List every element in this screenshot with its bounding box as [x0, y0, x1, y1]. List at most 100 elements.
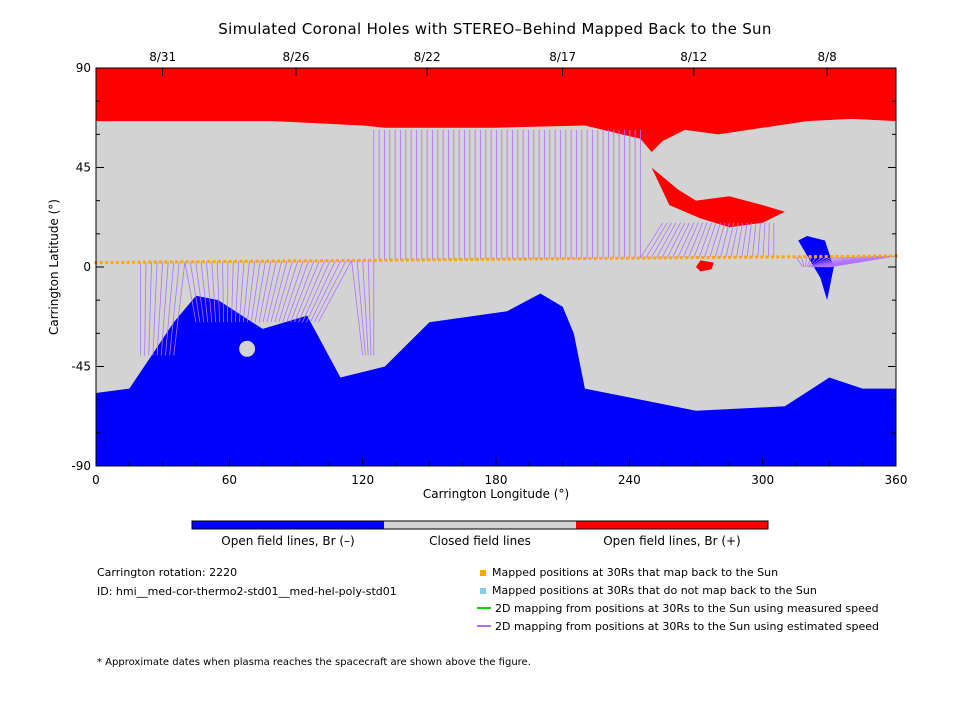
- chart-title: Simulated Coronal Holes with STEREO–Behi…: [218, 20, 772, 38]
- mapping-line: [238, 261, 245, 323]
- mapped-position-point: [668, 256, 672, 260]
- mapped-position-point: [362, 258, 366, 262]
- mapped-position-point: [744, 255, 748, 259]
- mapped-position-point: [631, 256, 635, 260]
- mapped-position-point: [217, 260, 221, 264]
- mapped-position-point: [234, 259, 238, 263]
- mapped-position-point: [819, 255, 823, 259]
- mapping-line: [800, 256, 805, 268]
- y-tick-label: 90: [76, 61, 91, 75]
- mapped-position-point: [835, 254, 839, 258]
- mapping-line: [313, 260, 347, 323]
- mapped-position-point: [545, 257, 549, 261]
- mapped-position-point: [314, 259, 318, 263]
- mapping-line: [235, 261, 240, 323]
- mapped-position-point: [115, 260, 119, 264]
- mapping-line: [704, 222, 717, 258]
- mapped-position-point: [475, 257, 479, 261]
- top-date-label: 8/8: [817, 50, 836, 64]
- mapping-line: [246, 261, 256, 323]
- legend-label: 2D mapping from positions at 30Rs to the…: [495, 620, 880, 633]
- mapping-line: [768, 222, 770, 258]
- mapping-line: [258, 261, 272, 323]
- mapping-line: [816, 255, 849, 268]
- mapped-position-point: [325, 259, 329, 263]
- mapping-line: [640, 222, 664, 259]
- mapped-position-point: [497, 257, 501, 261]
- mapped-position-point: [346, 258, 350, 262]
- mapped-position-point: [781, 255, 785, 259]
- mapped-position-point: [341, 259, 345, 263]
- colorbar-label-positive: Open field lines, Br (+): [603, 534, 741, 548]
- mapped-position-point: [679, 256, 683, 260]
- mapped-position-point: [250, 259, 254, 263]
- mapped-position-point: [126, 260, 130, 264]
- mapping-line: [757, 222, 761, 258]
- x-axis-label: Carrington Longitude (°): [423, 487, 569, 501]
- legend-item-mapped: Mapped positions at 30Rs that map back t…: [477, 566, 778, 580]
- mapped-positions: [94, 254, 898, 265]
- mapped-position-point: [846, 254, 850, 258]
- x-tick-label: 300: [751, 473, 774, 487]
- mapped-position-point: [207, 260, 211, 264]
- mapped-position-point: [470, 257, 474, 261]
- mapped-position-point: [137, 260, 141, 264]
- mapping-line: [746, 222, 752, 258]
- mapped-position-point: [175, 260, 179, 264]
- mapped-position-point: [824, 255, 828, 259]
- mapping-line: [189, 261, 201, 323]
- mapped-position-point: [427, 258, 431, 262]
- y-axis-label: Carrington Latitude (°): [47, 199, 61, 335]
- mapping-line: [306, 260, 336, 323]
- mapping-line: [819, 255, 860, 268]
- legend-item-estimated: 2D mapping from positions at 30Rs to the…: [477, 620, 879, 634]
- model-id: ID: hmi__med-cor-thermo2-std01__med-hel-…: [97, 585, 397, 598]
- mapped-position-point: [550, 257, 554, 261]
- mapped-position-point: [873, 254, 877, 258]
- mapped-position-point: [760, 255, 764, 259]
- mapping-line: [682, 222, 699, 258]
- mapping-line: [725, 222, 735, 258]
- mapped-position-point: [615, 256, 619, 260]
- mapped-position-point: [862, 254, 866, 258]
- mapped-position-point: [593, 256, 597, 260]
- mapping-line: [741, 222, 748, 258]
- mapping-line: [144, 262, 147, 356]
- mapped-position-point: [432, 258, 436, 262]
- mapping-line: [317, 260, 352, 323]
- legend-label: 2D mapping from positions at 30Rs to the…: [495, 602, 879, 615]
- mapped-position-point: [524, 257, 528, 261]
- colorbar-segment: [192, 521, 384, 529]
- mapping-line: [677, 222, 695, 258]
- mapped-position-point: [529, 257, 533, 261]
- mapped-position-point: [121, 260, 125, 264]
- mapping-line: [806, 256, 813, 268]
- mapped-position-point: [695, 256, 699, 260]
- mapped-position-point: [808, 255, 812, 259]
- mapping-line: [286, 260, 309, 323]
- mapping-line: [762, 222, 766, 258]
- mapped-position-point: [647, 256, 651, 260]
- mapped-position-point: [169, 260, 173, 264]
- colorbar-label-negative: Open field lines, Br (–): [221, 534, 355, 548]
- top-date-label: 8/31: [149, 50, 176, 64]
- mapped-position-point: [620, 256, 624, 260]
- mapping-line: [211, 261, 217, 323]
- mapping-line: [698, 222, 712, 258]
- legend-line-green: [477, 607, 491, 609]
- mapping-line: [367, 260, 372, 356]
- mapping-line: [242, 261, 250, 323]
- mapped-position-point: [223, 260, 227, 264]
- mapping-line: [709, 222, 721, 258]
- mapped-position-point: [636, 256, 640, 260]
- mapped-position-point: [749, 255, 753, 259]
- mapping-line: [205, 261, 213, 323]
- mapped-position-point: [400, 258, 404, 262]
- mapped-position-point: [405, 258, 409, 262]
- mapped-position-point: [357, 258, 361, 262]
- mapped-position-point: [583, 257, 587, 261]
- mapping-line: [714, 222, 726, 258]
- mapped-position-point: [588, 256, 592, 260]
- mapped-position-point: [507, 257, 511, 261]
